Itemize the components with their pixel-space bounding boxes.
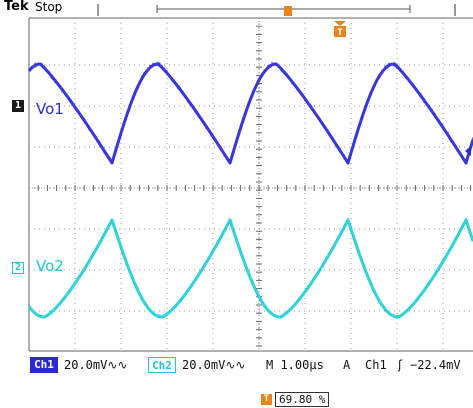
- ch2-scale: 20.0mV∿∿: [182, 358, 246, 372]
- trigger-source: Ch1: [365, 358, 387, 372]
- trigger-level-arrow: [465, 146, 471, 156]
- trigger-position-value: 69.80 %: [275, 392, 330, 407]
- ch2-ground-marker[interactable]: 2: [12, 262, 24, 274]
- ch2-waveform: [27, 216, 473, 320]
- ch1-label: Vo1: [36, 100, 64, 118]
- svg-text:T: T: [337, 28, 343, 38]
- ch1-tag[interactable]: Ch1: [30, 357, 58, 373]
- trigger-position-icon: T: [284, 6, 346, 38]
- trigger-icon: T: [261, 394, 272, 405]
- ch1-ground-marker[interactable]: 1: [12, 100, 24, 112]
- ch2-tag[interactable]: Ch2: [148, 357, 176, 373]
- trigger-position-readout: T 69.80 %: [261, 389, 330, 407]
- ch1-scale: 20.0mV∿∿: [64, 358, 128, 372]
- record-bar: [97, 4, 456, 16]
- trigger-level: −22.4mV: [410, 358, 461, 372]
- graticule: [28, 17, 473, 352]
- brand-label: Tek: [4, 0, 29, 14]
- status-bar: Ch1 20.0mV∿∿ Ch2 20.0mV∿∿ M 1.00µs A Ch1…: [30, 356, 473, 374]
- ch2-label: Vo2: [36, 257, 64, 275]
- acquisition-state: Stop: [35, 0, 63, 14]
- timebase: M 1.00µs: [266, 358, 324, 372]
- trigger-slope-icon: ʃ: [398, 358, 403, 372]
- trigger-mode: A: [343, 358, 351, 372]
- ch1-waveform: [27, 61, 473, 166]
